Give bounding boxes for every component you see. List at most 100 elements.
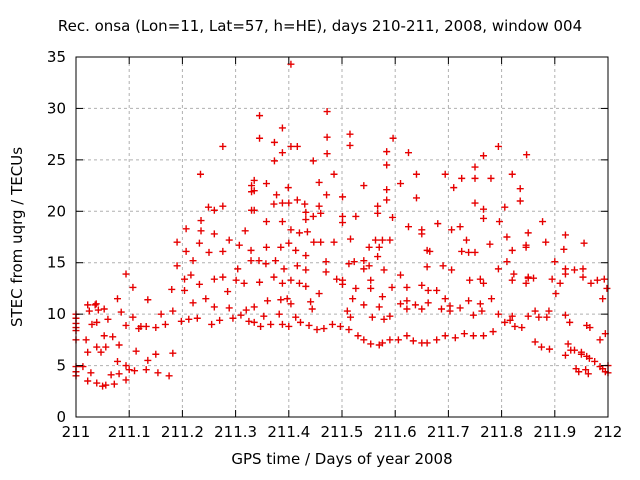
- data-point: [480, 332, 488, 340]
- data-point: [122, 270, 130, 278]
- y-tick-label: 15: [47, 254, 66, 272]
- data-point: [173, 238, 181, 246]
- data-point: [205, 248, 213, 256]
- data-point: [345, 260, 353, 268]
- data-point: [144, 356, 152, 364]
- data-point: [219, 142, 227, 150]
- data-point: [587, 279, 595, 287]
- data-point: [409, 337, 417, 345]
- data-point: [412, 170, 420, 178]
- data-point: [450, 184, 458, 192]
- data-point: [204, 203, 212, 211]
- data-point: [418, 230, 426, 238]
- data-point: [374, 209, 382, 217]
- data-point: [441, 332, 449, 340]
- x-axis-label: GPS time / Days of year 2008: [231, 450, 453, 468]
- data-point: [469, 332, 477, 340]
- data-point: [165, 372, 173, 380]
- data-point: [424, 286, 432, 294]
- data-point: [117, 308, 125, 316]
- data-point: [456, 304, 464, 312]
- data-point: [262, 243, 270, 251]
- data-point: [360, 336, 368, 344]
- data-point: [339, 219, 347, 227]
- data-point: [270, 157, 278, 165]
- data-point: [257, 322, 265, 330]
- data-point: [367, 340, 375, 348]
- data-point: [543, 313, 551, 321]
- data-point: [323, 150, 331, 158]
- data-point: [297, 318, 305, 326]
- data-point: [561, 270, 569, 278]
- data-point: [280, 265, 288, 273]
- data-point: [270, 200, 278, 208]
- data-point: [302, 208, 310, 216]
- data-point: [287, 300, 295, 308]
- data-point: [487, 295, 495, 303]
- data-point: [446, 307, 454, 315]
- data-point: [434, 220, 442, 228]
- data-point: [260, 312, 268, 320]
- data-point: [403, 305, 411, 313]
- data-point: [339, 280, 347, 288]
- data-point: [182, 225, 190, 233]
- x-tick-label: 211.6: [374, 423, 417, 441]
- x-tick-label: 211.8: [480, 423, 523, 441]
- data-point: [285, 199, 293, 207]
- data-point: [225, 236, 233, 244]
- data-point: [309, 157, 317, 165]
- data-point: [302, 282, 310, 290]
- data-point: [293, 142, 301, 150]
- data-point: [439, 262, 447, 270]
- data-point: [196, 170, 204, 178]
- data-point: [216, 316, 224, 324]
- data-point: [287, 276, 295, 284]
- data-point: [411, 301, 419, 309]
- data-point: [360, 257, 368, 265]
- data-point: [433, 336, 441, 344]
- data-point: [591, 357, 599, 365]
- data-point: [122, 362, 130, 370]
- data-point: [328, 320, 336, 328]
- data-point: [570, 346, 578, 354]
- data-point: [250, 176, 258, 184]
- data-point: [189, 257, 197, 265]
- data-point: [93, 343, 101, 351]
- data-point: [343, 307, 351, 315]
- y-tick-label: 0: [56, 408, 66, 426]
- data-point: [317, 238, 325, 246]
- data-point: [451, 334, 459, 342]
- data-point: [405, 223, 412, 231]
- data-point: [292, 246, 300, 254]
- data-point: [462, 236, 470, 244]
- data-point: [181, 286, 189, 294]
- data-point: [110, 380, 118, 388]
- y-tick-label: 30: [47, 99, 66, 117]
- data-point: [508, 312, 516, 320]
- data-point: [508, 276, 516, 284]
- data-point: [278, 279, 286, 287]
- data-point: [503, 233, 511, 241]
- data-point: [115, 341, 123, 349]
- data-point: [480, 205, 488, 213]
- data-point: [173, 262, 181, 270]
- x-tick-label: 211.5: [321, 423, 364, 441]
- data-point: [315, 178, 323, 186]
- data-point: [264, 297, 272, 305]
- data-point: [508, 246, 516, 254]
- data-point: [530, 274, 538, 282]
- data-point: [285, 322, 293, 330]
- data-point: [330, 238, 338, 246]
- data-point: [383, 196, 391, 204]
- data-point: [476, 275, 484, 283]
- data-point: [489, 328, 497, 336]
- data-point: [524, 312, 532, 320]
- data-point: [347, 235, 355, 243]
- x-tick-label: 211.7: [427, 423, 470, 441]
- data-point: [323, 108, 331, 116]
- data-point: [169, 349, 177, 357]
- data-point: [323, 191, 331, 199]
- data-point: [412, 194, 420, 202]
- data-point: [471, 174, 479, 182]
